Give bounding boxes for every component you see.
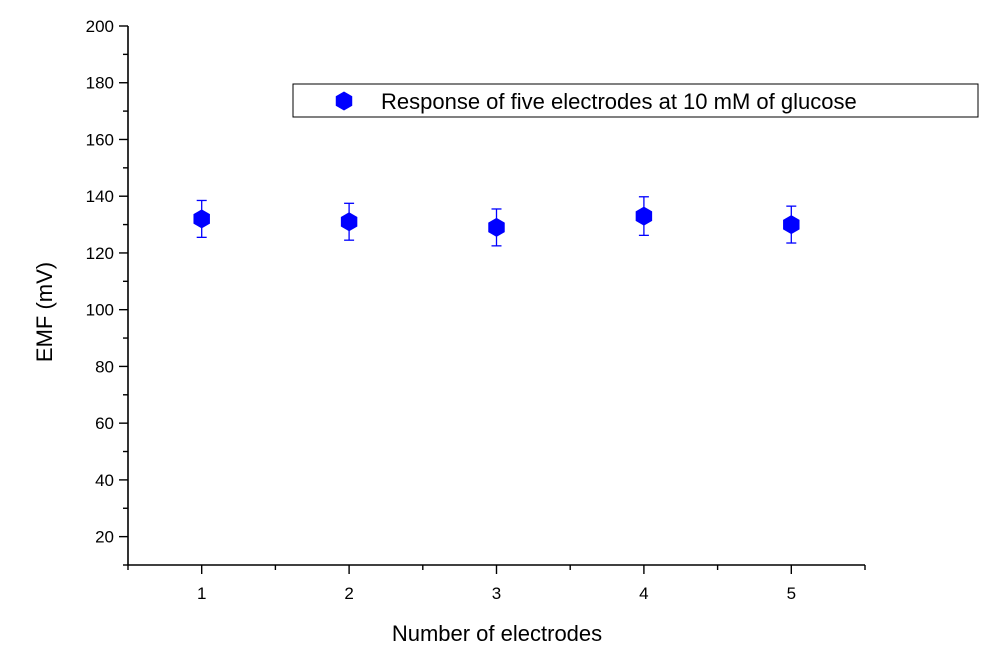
y-tick-label: 80: [95, 357, 114, 376]
y-tick-label: 160: [86, 130, 114, 149]
y-tick-label: 20: [95, 528, 114, 547]
data-point: [635, 206, 653, 226]
data-point: [783, 215, 800, 235]
legend-label: Response of five electrodes at 10 mM of …: [381, 89, 857, 114]
x-tick-label: 1: [197, 584, 206, 603]
y-tick-label: 200: [86, 17, 114, 36]
axes: 20 40 60 80 100 120 140 160 180 200 1 2 3 4 5: [86, 17, 866, 603]
data-point: [193, 209, 210, 229]
y-tick-label: 40: [95, 471, 114, 490]
y-tick-label: 60: [95, 414, 114, 433]
x-tick-label: 4: [639, 584, 648, 603]
y-tick-label: 100: [86, 301, 114, 320]
legend-marker: [335, 91, 353, 111]
y-tick-label: 120: [86, 244, 114, 263]
x-tick-label: 5: [787, 584, 796, 603]
y-tick-label: 140: [86, 187, 114, 206]
x-axis-title: Number of electrodes: [392, 621, 602, 646]
data-points: [193, 196, 800, 247]
y-tick-label: 180: [86, 74, 114, 93]
data-point: [340, 212, 358, 232]
x-tick-label: 2: [344, 584, 353, 603]
legend-box: [292, 83, 979, 118]
data-point: [488, 217, 505, 237]
legend: Response of five electrodes at 10 mM of …: [292, 83, 979, 118]
x-tick-label: 3: [492, 584, 501, 603]
y-axis-title: EMF (mV): [32, 262, 57, 362]
